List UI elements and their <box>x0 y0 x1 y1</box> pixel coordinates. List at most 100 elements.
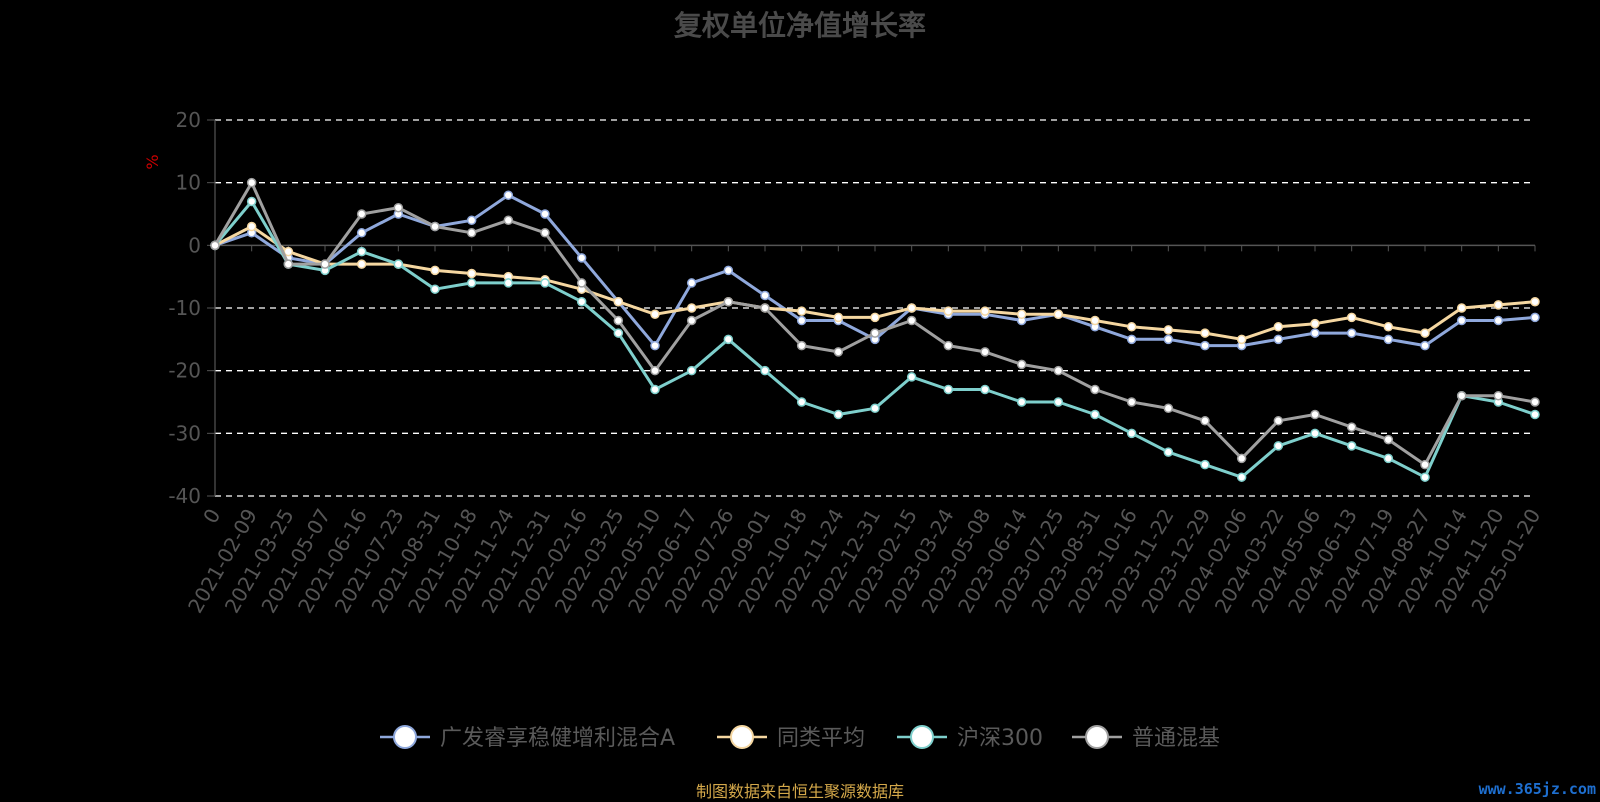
data-point <box>796 306 807 316</box>
data-point <box>1126 334 1137 345</box>
legend-label: 沪深300 <box>957 726 1043 751</box>
data-point <box>540 278 550 288</box>
chart-title: 复权单位净值增长率 <box>673 9 926 42</box>
data-point <box>576 253 587 263</box>
data-point <box>430 221 440 232</box>
source-note: 制图数据来自恒生聚源数据库 <box>695 782 904 801</box>
data-point <box>613 296 624 307</box>
data-point <box>980 306 990 316</box>
data-point <box>1016 309 1027 320</box>
data-point <box>503 215 514 226</box>
data-point <box>833 409 844 420</box>
data-point <box>1273 441 1284 451</box>
legend-marker <box>910 725 934 749</box>
data-point <box>650 365 660 376</box>
data-point <box>833 312 844 323</box>
data-point <box>1310 428 1320 439</box>
data-point <box>1053 365 1064 376</box>
data-point <box>576 278 587 288</box>
data-point <box>1163 403 1174 414</box>
data-point <box>1273 334 1284 345</box>
grid-layer <box>215 119 1535 497</box>
data-point <box>980 384 990 395</box>
watermark: www.365jz.com <box>1478 780 1596 798</box>
data-point <box>540 209 550 219</box>
legend-marker <box>1085 725 1109 749</box>
data-point <box>1053 309 1064 320</box>
data-point <box>393 202 404 213</box>
y-tick-label: -20 <box>168 359 201 383</box>
data-point <box>466 278 477 288</box>
data-point <box>1493 300 1504 310</box>
data-point <box>686 315 697 326</box>
data-point <box>320 259 330 269</box>
data-point <box>1236 472 1247 482</box>
data-point <box>1383 322 1394 332</box>
legend-item-1[interactable]: 同类平均 <box>717 725 865 751</box>
data-point <box>1163 447 1174 457</box>
y-tick-label: 20 <box>176 108 201 132</box>
data-point <box>356 209 367 219</box>
data-point <box>246 221 257 232</box>
data-point <box>686 365 697 376</box>
data-point <box>613 328 624 338</box>
x-tick-label: 0 <box>198 505 225 528</box>
axis-layer: 20100-10-20-30-40%02021-02-092021-03-252… <box>143 108 1545 617</box>
data-point <box>1200 416 1210 426</box>
data-point <box>613 315 624 326</box>
legend-item-0[interactable]: 广发睿享稳健增利混合A <box>380 725 675 751</box>
data-point <box>246 177 257 188</box>
data-point <box>1200 459 1210 470</box>
data-point <box>1420 472 1430 482</box>
legend-item-2[interactable]: 沪深300 <box>897 725 1043 751</box>
data-point <box>1456 390 1467 401</box>
data-point <box>870 328 880 338</box>
data-point <box>356 259 367 269</box>
data-point <box>1273 322 1284 332</box>
data-point <box>393 259 404 269</box>
y-tick-label: 10 <box>176 171 201 195</box>
data-point <box>356 228 367 238</box>
y-tick-label: -40 <box>168 484 201 508</box>
data-point <box>1090 315 1100 326</box>
data-point <box>1200 340 1210 351</box>
data-point <box>1420 340 1430 351</box>
data-point <box>906 315 917 326</box>
y-tick-label: -30 <box>168 421 201 445</box>
legend-label: 普通混基 <box>1132 726 1220 751</box>
data-point <box>1126 428 1137 439</box>
data-point <box>760 365 770 376</box>
data-point <box>1016 397 1027 407</box>
data-point <box>246 196 257 207</box>
data-point <box>686 278 697 288</box>
legend-item-3[interactable]: 普通混基 <box>1072 725 1220 751</box>
data-point <box>466 228 477 238</box>
data-point <box>1310 328 1320 338</box>
data-point <box>1530 397 1540 407</box>
data-point <box>1456 303 1467 313</box>
data-point <box>1420 328 1430 338</box>
data-point <box>906 303 917 313</box>
data-point <box>430 284 440 294</box>
data-point <box>1090 384 1100 395</box>
data-point <box>1310 409 1320 420</box>
data-point <box>1493 390 1504 401</box>
data-point <box>1163 334 1174 345</box>
data-point <box>686 303 697 313</box>
series-layer <box>210 177 1540 482</box>
data-point <box>650 384 660 395</box>
series-line-0 <box>214 193 1536 348</box>
data-point <box>576 296 587 307</box>
data-point <box>1346 441 1357 451</box>
series-line-3 <box>213 181 1536 467</box>
data-point <box>1456 315 1467 326</box>
data-point <box>650 309 660 320</box>
data-point <box>1346 328 1357 338</box>
data-point <box>723 334 734 345</box>
data-point <box>870 403 880 414</box>
y-tick-label: -10 <box>168 296 201 320</box>
data-point <box>796 315 807 326</box>
legend[interactable]: 广发睿享稳健增利混合A 同类平均 沪深300 普通混基 <box>380 725 1220 751</box>
data-point <box>1200 328 1210 338</box>
data-point <box>943 340 954 351</box>
